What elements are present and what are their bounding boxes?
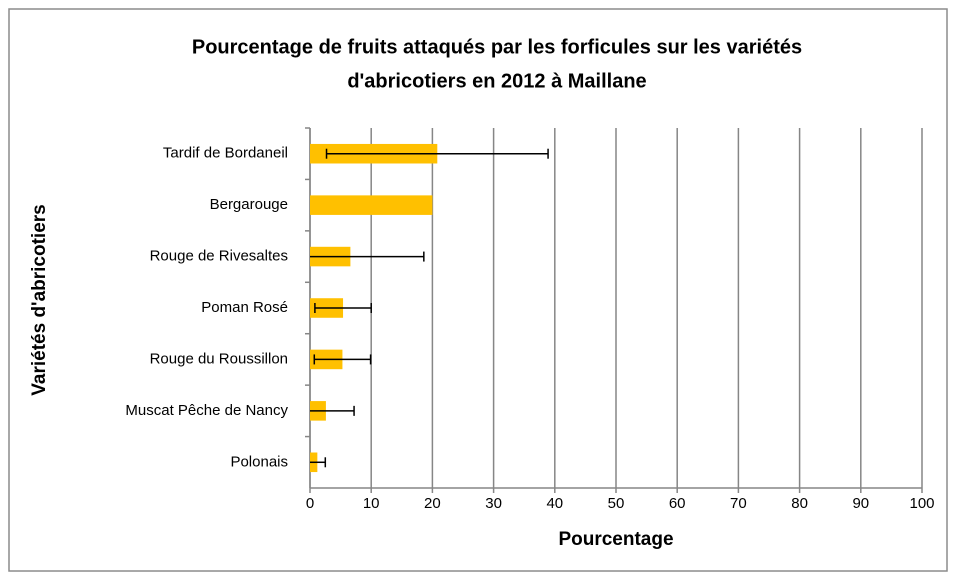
x-tick-label: 100 xyxy=(909,495,934,512)
chart-border xyxy=(8,8,948,572)
x-tick-label: 80 xyxy=(791,495,808,512)
x-tick-label: 10 xyxy=(363,495,380,512)
y-tick-label: Rouge du Roussillon xyxy=(150,350,288,367)
y-axis-title: Variétés d'abricotiers xyxy=(29,204,50,395)
chart-title: Pourcentage de fruits attaqués par les f… xyxy=(192,36,802,58)
y-tick-label: Tardif de Bordaneil xyxy=(163,145,288,162)
y-tick-label: Muscat Pêche de Nancy xyxy=(125,402,288,419)
x-axis-title: Pourcentage xyxy=(558,529,673,550)
chart-title: d'abricotiers en 2012 à Maillane xyxy=(347,70,646,92)
bar xyxy=(310,195,433,215)
y-tick-label: Rouge de Rivesaltes xyxy=(150,248,288,265)
x-tick-label: 40 xyxy=(546,495,563,512)
y-tick-label: Poman Rosé xyxy=(201,299,288,316)
x-tick-label: 60 xyxy=(669,495,686,512)
y-tick-label: Polonais xyxy=(230,453,288,470)
x-tick-label: 20 xyxy=(424,495,441,512)
x-tick-label: 90 xyxy=(852,495,869,512)
x-tick-label: 30 xyxy=(485,495,502,512)
y-tick-label: Bergarouge xyxy=(210,196,288,213)
x-tick-label: 50 xyxy=(608,495,625,512)
x-tick-label: 70 xyxy=(730,495,747,512)
x-tick-label: 0 xyxy=(306,495,314,512)
